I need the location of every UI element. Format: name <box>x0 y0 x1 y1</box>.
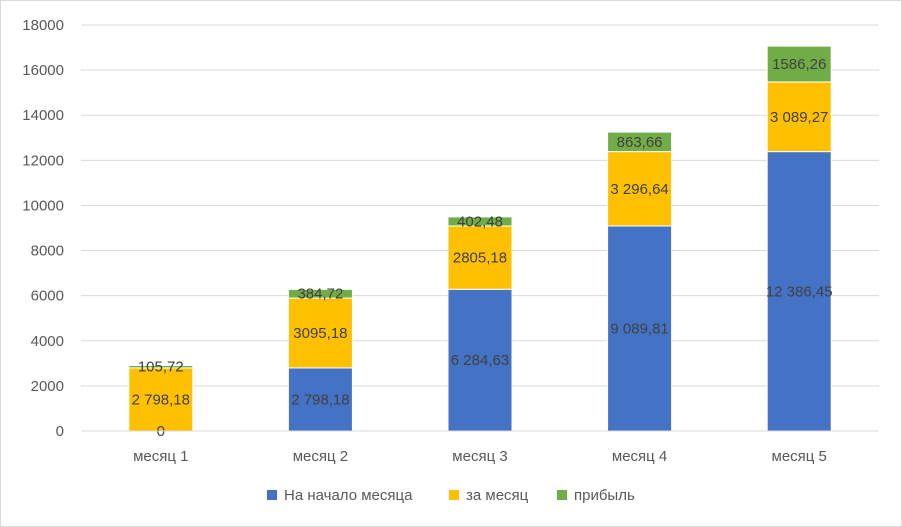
y-tick-label: 2000 <box>31 378 64 395</box>
y-tick-label: 18000 <box>22 17 64 34</box>
legend-item: На начало месяца <box>267 487 413 504</box>
legend-label: На начало месяца <box>284 487 413 504</box>
data-label: 105,72 <box>138 359 184 376</box>
legend-swatch <box>449 490 459 500</box>
legend-label: за месяц <box>466 487 529 504</box>
data-label: 863,66 <box>617 134 663 151</box>
bar-segment <box>287 288 353 299</box>
bar-segment <box>766 45 832 83</box>
data-label: 6 284,63 <box>451 352 509 369</box>
bar-segment <box>128 367 194 432</box>
bar-segment <box>287 367 353 432</box>
legend-swatch <box>557 490 567 500</box>
x-tick-label: месяц 5 <box>772 448 827 465</box>
data-label: 2 798,18 <box>291 391 349 408</box>
x-tick-label: месяц 4 <box>612 448 667 465</box>
y-tick-label: 6000 <box>31 288 64 305</box>
data-label: 3 296,64 <box>610 181 668 198</box>
x-tick-label: месяц 3 <box>452 448 507 465</box>
x-tick-label: месяц 1 <box>133 448 188 465</box>
y-tick-label: 16000 <box>22 62 64 79</box>
bar-segment <box>607 151 673 227</box>
data-label: 2805,18 <box>453 250 507 267</box>
gridlines <box>81 24 879 387</box>
bar-segment <box>287 297 353 369</box>
bar-segment <box>766 151 832 432</box>
bar-segment <box>766 81 832 153</box>
y-tick-label: 10000 <box>22 197 64 214</box>
bar-segment <box>607 131 673 153</box>
data-label: 402,48 <box>457 213 503 230</box>
y-tick-label: 0 <box>56 423 64 440</box>
x-tick-label: месяц 2 <box>293 448 348 465</box>
bar-segment <box>447 288 513 432</box>
data-label: 3095,18 <box>293 325 347 342</box>
data-label: 1586,26 <box>772 56 826 73</box>
y-tick-label: 4000 <box>31 333 64 350</box>
bar-segment <box>128 365 194 369</box>
legend: На начало месяца за месяц прибыль <box>267 487 635 504</box>
bar-segment <box>447 216 513 227</box>
data-label: 384,72 <box>297 286 343 303</box>
data-label: 3 089,27 <box>770 109 828 126</box>
legend-item: прибыль <box>557 487 635 504</box>
y-tick-label: 14000 <box>22 107 64 124</box>
legend-swatch <box>267 490 277 500</box>
y-axis-ticks: 0 2000 4000 6000 8000 10000 12000 14000 16000 180… <box>22 17 64 440</box>
data-label: 2 798,18 <box>132 391 190 408</box>
data-label: 9 089,81 <box>610 320 668 337</box>
y-tick-label: 8000 <box>31 243 64 260</box>
bars <box>128 45 832 432</box>
x-axis-ticks: месяц 1 месяц 2 месяц 3 месяц 4 месяц 5 <box>133 448 827 465</box>
legend-label: прибыль <box>574 487 635 504</box>
data-label: 12 386,45 <box>766 283 833 300</box>
legend-item: за месяц <box>449 487 529 504</box>
y-tick-label: 12000 <box>22 152 64 169</box>
bar-segment <box>607 225 673 432</box>
